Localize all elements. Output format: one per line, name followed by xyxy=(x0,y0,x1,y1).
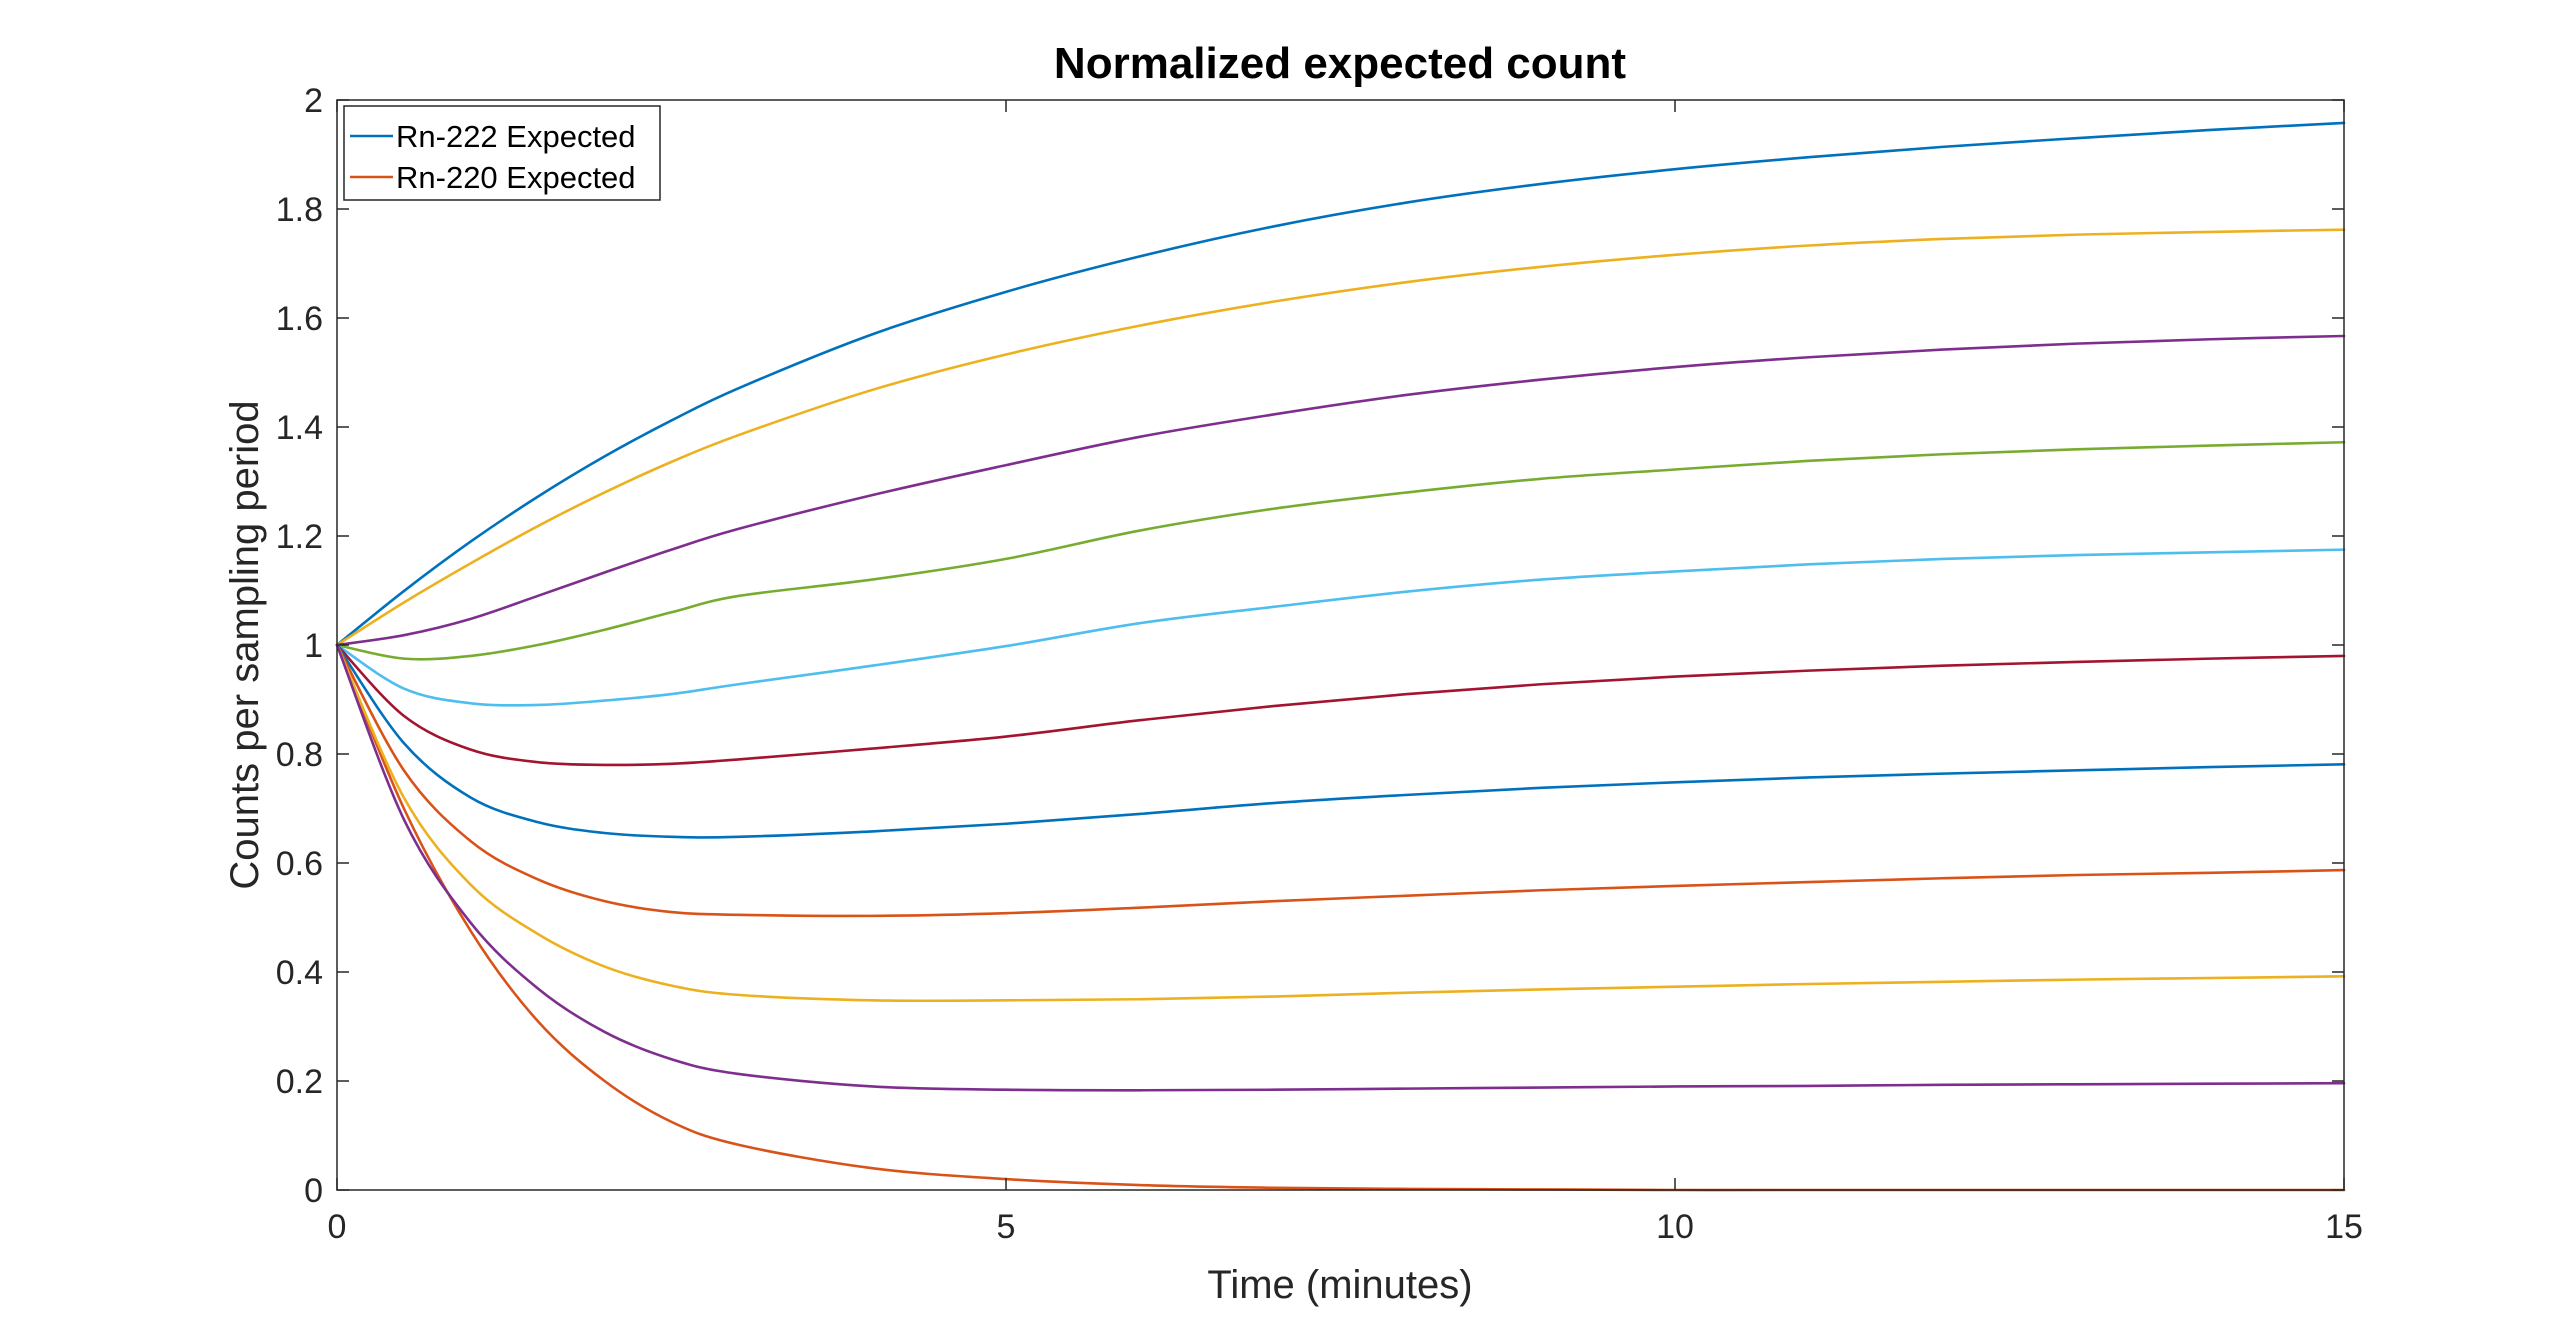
series-line-6 xyxy=(335,548,2346,707)
y-tick-label: 1.8 xyxy=(276,191,323,229)
y-tick-label: 1.6 xyxy=(276,300,323,338)
y-tick-label: 1 xyxy=(304,627,323,665)
series-line-11 xyxy=(335,643,2346,1092)
series-line-8 xyxy=(335,643,2346,839)
y-axis-label: Counts per sampling period xyxy=(223,400,267,889)
series-line-7 xyxy=(335,643,2346,767)
y-tick-label: 1.4 xyxy=(276,409,323,447)
series-line-10 xyxy=(335,643,2346,1003)
tick-layer: 0 5 10 15 0 0.2 0.4 0.6 0.8 1 1.2 1.4 1.6 1.8 2 xyxy=(276,82,2363,1246)
axes-background xyxy=(337,100,2344,1190)
x-tick-label: 15 xyxy=(2325,1208,2363,1246)
y-tick-label: 1.2 xyxy=(276,518,323,556)
y-tick-label: 0.8 xyxy=(276,736,323,774)
y-tick-label: 2 xyxy=(304,82,323,120)
y-tick-label: 0.4 xyxy=(276,954,323,992)
legend-label-rn220: Rn-220 Expected xyxy=(396,160,636,195)
series-layer xyxy=(335,121,2346,1192)
series-line-4 xyxy=(335,334,2346,647)
plot-area: 0 5 10 15 0 0.2 0.4 0.6 0.8 1 1.2 1.4 1.6 1.8 2 xyxy=(276,82,2363,1246)
legend-box xyxy=(343,105,661,201)
legend: Rn-222 Expected Rn-220 Expected xyxy=(343,105,661,201)
series-line-3 xyxy=(335,228,2346,647)
y-tick-label: 0.2 xyxy=(276,1063,323,1101)
chart-title: Normalized expected count xyxy=(1054,39,1626,88)
x-tick-label: 0 xyxy=(328,1208,347,1246)
series-line-1 xyxy=(335,121,2346,647)
y-tick-label: 0.6 xyxy=(276,845,323,883)
series-line-9 xyxy=(335,643,2346,918)
series-line-5 xyxy=(335,440,2346,661)
x-axis-label: Time (minutes) xyxy=(1207,1263,1472,1307)
x-tick-label: 10 xyxy=(1656,1208,1694,1246)
x-tick-label: 5 xyxy=(997,1208,1016,1246)
legend-label-rn222: Rn-222 Expected xyxy=(396,119,636,154)
y-tick-label: 0 xyxy=(304,1172,323,1210)
